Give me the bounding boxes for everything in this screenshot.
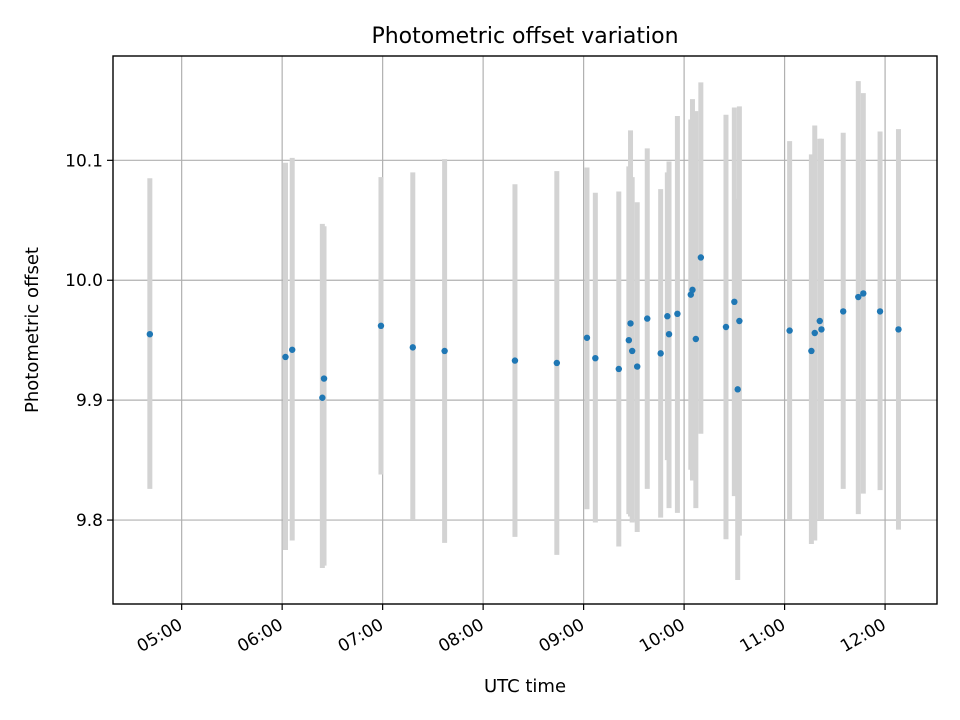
data-point: [818, 326, 825, 333]
data-point: [816, 317, 823, 325]
data-point: [615, 365, 622, 373]
y-tick-label: 10.1: [65, 151, 103, 171]
data-point: [895, 326, 902, 333]
data-point: [441, 347, 448, 355]
data-point: [674, 310, 681, 318]
data-point: [860, 290, 867, 297]
x-axis-label: UTC time: [484, 676, 566, 697]
axis-ticks: 05:00 06:00 07:00 08:00 09:00 10:00 11:00 12:00…: [65, 151, 889, 657]
x-tick-label: 10:00: [636, 615, 688, 657]
grid-lines: [113, 56, 937, 604]
data-point: [657, 350, 664, 357]
data-point: [689, 286, 696, 294]
data-point: [634, 363, 641, 370]
x-tick-label: 09:00: [536, 615, 588, 657]
x-tick-label: 05:00: [134, 615, 186, 657]
data-point: [409, 344, 416, 351]
error-bars: [147, 81, 901, 581]
data-point: [808, 347, 815, 355]
y-tick-label: 9.8: [76, 511, 103, 531]
x-tick-label: 12:00: [837, 615, 889, 657]
data-point: [786, 327, 793, 334]
x-tick-label: 11:00: [737, 615, 789, 657]
data-point: [628, 347, 636, 355]
data-point: [553, 359, 561, 367]
data-points: [146, 254, 902, 401]
data-point: [664, 313, 671, 320]
y-tick-label: 10.0: [65, 271, 103, 291]
data-point: [625, 336, 633, 344]
data-point: [511, 357, 519, 364]
data-point: [840, 308, 847, 315]
plot-frame: [112, 55, 938, 605]
x-tick-label: 08:00: [435, 615, 487, 657]
data-point: [644, 315, 651, 322]
data-point: [734, 386, 741, 393]
data-point: [583, 334, 591, 341]
data-point: [627, 320, 634, 327]
data-point: [876, 308, 884, 315]
data-point: [289, 346, 296, 353]
x-tick-label: 06:00: [234, 615, 286, 657]
data-point: [811, 329, 818, 337]
data-point: [697, 254, 705, 261]
data-point: [146, 330, 154, 338]
data-point: [592, 354, 599, 362]
data-point: [665, 330, 673, 338]
chart-title: Photometric offset variation: [371, 24, 678, 49]
data-point: [282, 353, 289, 361]
data-point: [736, 317, 743, 325]
data-point: [377, 322, 385, 330]
x-tick-label: 07:00: [335, 615, 387, 657]
y-axis-label: Photometric offset: [22, 247, 43, 413]
data-point: [722, 323, 730, 331]
data-point: [731, 298, 738, 306]
data-point: [692, 335, 700, 343]
data-point: [320, 375, 328, 382]
data-point: [319, 394, 326, 401]
y-tick-label: 9.9: [76, 391, 103, 411]
data-point: [855, 293, 862, 301]
